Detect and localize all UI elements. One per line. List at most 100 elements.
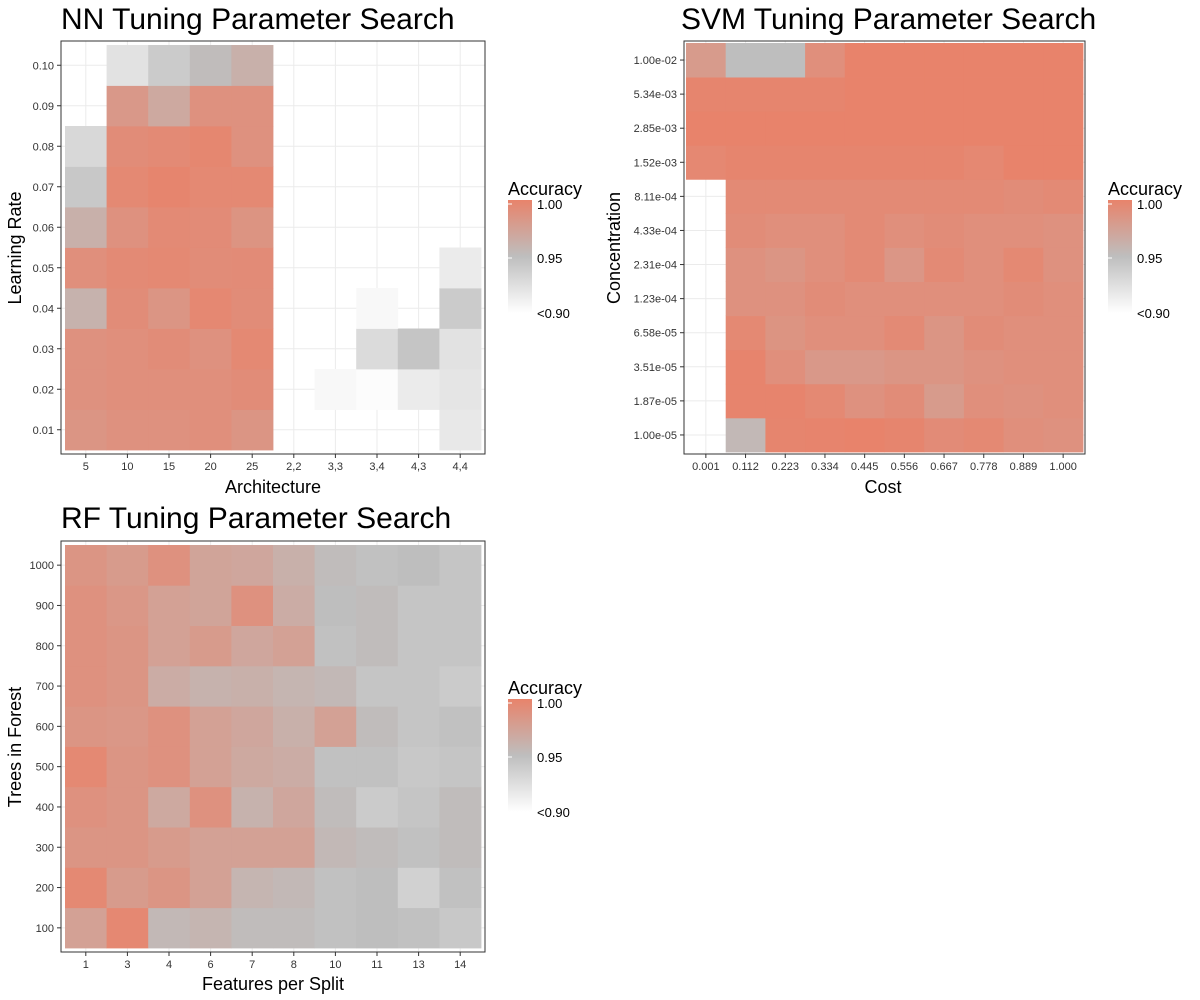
nn-heatmap-cell [231, 409, 274, 451]
svm-heatmap-cell [686, 77, 727, 112]
nn-y-tick-label: 0.08 [33, 141, 54, 153]
svm-y-ticks: 1.00e-05 1.87e-05 3.51e-05 6.58e-05 1.23e-04… [634, 55, 684, 442]
svm-heatmap-cell [884, 349, 925, 385]
nn-y-tick-label: 0.10 [33, 60, 54, 72]
nn-x-tick-label: 2,2 [286, 461, 301, 473]
svm-y-tick-label: 1.87e-05 [634, 396, 677, 408]
rf-heatmap-cell [439, 545, 482, 586]
rf-y-tick-label: 300 [36, 842, 54, 854]
nn-x-tick-label: 15 [163, 461, 175, 473]
rf-x-tick-label: 1 [83, 959, 89, 971]
nn-heatmap-cell [106, 409, 149, 451]
rf-heatmap-cell [273, 827, 315, 868]
svm-heatmap-cell [963, 145, 1004, 180]
rf-heatmap-cell [397, 545, 440, 586]
svm-heatmap-cell [765, 77, 806, 112]
nn-heatmap-cell [106, 369, 149, 410]
rf-heatmap-cell [397, 907, 440, 949]
rf-heatmap-cell [314, 786, 357, 828]
svm-heatmap-cell [765, 179, 806, 214]
nn-heatmap-cell [65, 288, 107, 329]
svm-heatmap-cell [805, 77, 846, 112]
nn-y-tick-label: 0.03 [33, 344, 54, 356]
rf-heatmap-cell [397, 665, 440, 707]
rf-heatmap-cell [439, 706, 482, 747]
svm-x-tick-label: 0.778 [970, 461, 998, 473]
rf-x-tick-label: 4 [166, 959, 172, 971]
svm-x-tick-label: 0.556 [891, 461, 919, 473]
svm-heatmap-cell [844, 111, 885, 146]
svm-y-tick-label: 5.34e-03 [634, 89, 677, 101]
rf-heatmap-cell [148, 706, 191, 747]
nn-heatmap-cell [65, 207, 107, 248]
svm-heatmap-cell [924, 383, 965, 419]
nn-heatmap-cell [65, 369, 107, 410]
nn-heatmap-cell [189, 409, 232, 451]
svm-heatmap-cell [963, 383, 1004, 419]
svm-heatmap-cell [924, 77, 965, 112]
svm-heatmap-cell [924, 145, 965, 180]
rf-heatmap-cell [189, 827, 232, 868]
rf-heatmap-cell [439, 665, 482, 707]
rf-heatmap-cell [273, 665, 315, 707]
rf-heatmap-cell [148, 545, 191, 586]
nn-heatmap-cell [189, 166, 232, 208]
rf-heatmap-cell [439, 625, 482, 667]
nn-x-tick-label: 5 [83, 461, 89, 473]
rf-x-tick-label: 14 [454, 959, 466, 971]
rf-heatmap-cell [231, 786, 274, 828]
svm-heatmap-cell [884, 315, 925, 351]
nn-heatmap-cell [106, 85, 149, 127]
svm-heatmap-cell [1003, 43, 1044, 78]
svm-y-tick-label: 2.85e-03 [634, 123, 677, 135]
rf-heatmap-cell [439, 786, 482, 828]
rf-heatmap-cell [356, 746, 399, 788]
rf-heatmap-cell [439, 827, 482, 868]
rf-heatmap-cell [189, 867, 232, 909]
nn-plot-border [60, 40, 486, 455]
rf-heatmap-cell [231, 625, 274, 667]
rf-heatmap-cell [314, 585, 357, 626]
svm-heatmap-cell [924, 179, 965, 214]
svm-heatmap-cell [963, 281, 1004, 317]
svm-heatmap-cell [1003, 77, 1044, 112]
rf-heatmap-cell [356, 867, 399, 909]
svm-heatmap-cell [924, 247, 965, 282]
nn-heatmap-cell [106, 207, 149, 248]
rf-chart-title: RF Tuning Parameter Search [61, 502, 451, 535]
rf-heatmap-cell [397, 585, 440, 626]
rf-heatmap-cell [397, 625, 440, 667]
nn-heatmap-cell [148, 409, 191, 451]
rf-heatmap-cell [189, 786, 232, 828]
nn-heatmap-cell [397, 328, 440, 370]
rf-y-tick-label: 100 [36, 923, 54, 935]
svm-heatmap-cell [844, 349, 885, 385]
svm-heatmap-cell [765, 145, 806, 180]
rf-heatmap-cell [65, 786, 107, 828]
nn-heatmap-cell [65, 247, 107, 289]
svm-heatmap-cell [1043, 349, 1084, 385]
svm-heatmap-cell [805, 349, 846, 385]
rf-heatmap-cell [65, 545, 107, 586]
rf-plot-border [60, 540, 486, 953]
svm-heatmap-cell [805, 179, 846, 214]
rf-heatmap-cell [148, 907, 191, 949]
svm-heatmap-cell [924, 281, 965, 317]
nn-legend-title: Accuracy [508, 179, 582, 199]
rf-legend-label-mid: 0.95 [537, 750, 562, 765]
rf-heatmap-cell [356, 625, 399, 667]
rf-heatmap-cell [148, 665, 191, 707]
svm-heatmap-cell [884, 247, 925, 282]
svm-heatmap-cell [1003, 145, 1044, 180]
rf-heatmap-cell [65, 706, 107, 747]
svm-heatmap-cell [1003, 247, 1044, 282]
rf-heatmap-cell [189, 585, 232, 626]
rf-heatmap-cells [65, 545, 482, 949]
nn-heatmap-cell [148, 207, 191, 248]
rf-heatmap-cell [356, 585, 399, 626]
rf-heatmap-cell [106, 585, 149, 626]
svm-y-tick-label: 6.58e-05 [634, 328, 677, 340]
rf-heatmap-cell [439, 746, 482, 788]
rf-heatmap-cell [356, 907, 399, 949]
